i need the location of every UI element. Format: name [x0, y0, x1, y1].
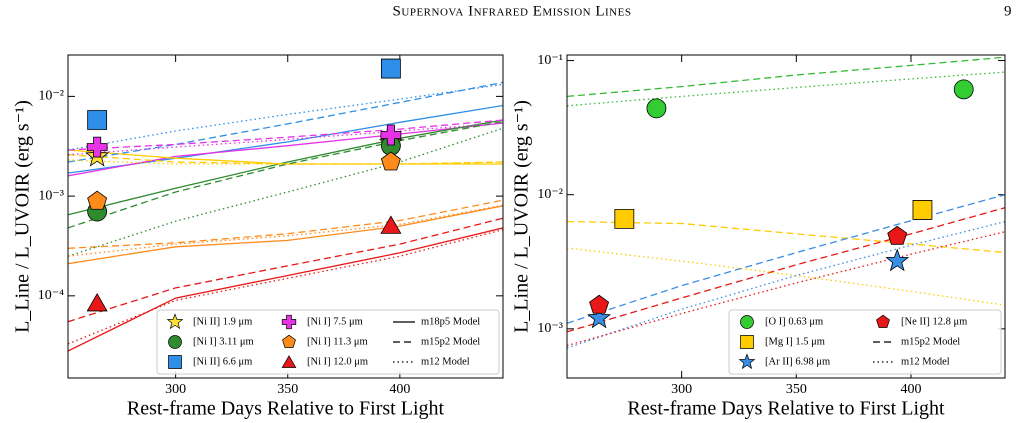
marker: [885, 248, 910, 272]
legend-marker: [168, 355, 182, 369]
legend-label: [Ni I] 11.3 μm: [307, 336, 368, 347]
model-line: [68, 120, 503, 229]
legend-label: [Ni I] 12.0 μm: [307, 356, 368, 367]
marker: [887, 225, 908, 245]
plot-frame: [67, 54, 504, 379]
legend-marker: [281, 355, 297, 368]
legend-label: [Ni II] 6.6 μm: [193, 356, 252, 367]
legend-label: [Ne II] 12.8 μm: [901, 316, 967, 327]
y-tick-label: 10⁻³: [38, 188, 64, 203]
x-tick-label: 300: [165, 382, 186, 397]
marker: [380, 58, 401, 79]
legend: [O I] 0.63 μm [Mg I] 1.5 μm [Ar II] 6.98 μ…: [728, 309, 1002, 375]
legend-label: [Mg I] 1.5 μm: [765, 336, 825, 347]
legend-marker: [740, 335, 754, 349]
y-tick-label: 10⁻¹: [537, 53, 563, 68]
legend-marker: [738, 353, 756, 370]
y-tick-label: 10⁻²: [537, 187, 563, 202]
x-axis-label: Rest-frame Days Relative to First Light: [127, 398, 445, 420]
x-axis-label: Rest-frame Days Relative to First Light: [627, 398, 945, 420]
model-line: [567, 247, 1005, 306]
legend-marker: [740, 315, 754, 329]
x-tick-label: 350: [786, 382, 807, 397]
legend-label: [Ni I] 3.11 μm: [193, 336, 254, 347]
x-tick-label: 350: [277, 382, 298, 397]
legend-label: m18p5 Model: [421, 316, 480, 327]
marker: [87, 190, 108, 210]
legend-marker: [166, 313, 184, 330]
marker: [380, 151, 401, 171]
model-line: [68, 122, 503, 177]
marker: [87, 110, 108, 130]
model-line: [567, 231, 1005, 347]
chart: 300 350 400 10⁻³ 10⁻² 10⁻¹ Rest-frame Days Rel…: [511, 53, 1006, 420]
marker: [589, 294, 610, 314]
model-line: [68, 122, 503, 156]
legend-label: [Ni I] 7.5 μm: [307, 316, 363, 327]
legend-label: [Ar II] 6.98 μm: [765, 356, 830, 367]
model-line: [68, 81, 503, 163]
model-line: [68, 199, 503, 249]
marker: [614, 209, 635, 229]
chart: 300 350 400 10⁻⁴ 10⁻³ 10⁻² Rest-frame Days Rel…: [12, 54, 504, 420]
model-line: [68, 227, 503, 352]
header-title: Supernova Infrared Emission Lines: [393, 3, 632, 19]
y-axis-label: L_Line / L_UVOIR (erg s⁻¹): [12, 100, 34, 333]
legend-box: [156, 309, 500, 375]
legend-label: m12 Model: [421, 356, 470, 367]
model-line: [68, 119, 503, 216]
x-tick-label: 300: [671, 382, 692, 397]
plot-area: [68, 58, 503, 352]
marker: [587, 305, 612, 329]
marker: [86, 136, 108, 158]
model-line: [567, 71, 1005, 107]
legend-marker: [282, 334, 296, 348]
model-line: [68, 204, 503, 257]
marker: [953, 79, 974, 100]
model-line: [567, 56, 1005, 98]
marker: [380, 124, 402, 146]
model-line: [68, 229, 503, 345]
x-tick-label: 400: [900, 382, 921, 397]
legend-label: m12 Model: [901, 356, 950, 367]
legend-label: [Ni II] 1.9 μm: [193, 316, 252, 327]
legend-box: [728, 309, 1002, 375]
legend-label: [O I] 0.63 μm: [765, 316, 823, 327]
marker: [646, 98, 667, 119]
model-line: [68, 83, 503, 151]
x-tick-label: 400: [389, 382, 410, 397]
model-line: [68, 217, 503, 323]
model-line: [68, 205, 503, 265]
plot-frame: [566, 54, 1006, 379]
model-line: [567, 207, 1005, 333]
legend-label: m15p2 Model: [901, 336, 960, 347]
legend: [Ni II] 1.9 μm [Ni I] 3.11 μm [Ni II] 6.6 …: [156, 309, 500, 375]
page-number: 9: [1004, 3, 1012, 19]
y-axis-label: L_Line / L_UVOIR (erg s⁻¹): [511, 100, 533, 333]
legend-label: m15p2 Model: [421, 336, 480, 347]
y-tick-label: 10⁻³: [537, 321, 563, 336]
legend-marker: [281, 314, 297, 330]
legend-marker: [876, 314, 890, 328]
legend-marker: [168, 335, 182, 349]
model-line: [68, 149, 503, 165]
marker: [86, 293, 108, 312]
plot-area: [567, 56, 1005, 349]
model-line: [68, 154, 503, 165]
model-line: [68, 119, 503, 151]
marker: [380, 215, 402, 234]
y-tick-label: 10⁻²: [38, 89, 64, 104]
y-tick-label: 10⁻⁴: [38, 288, 64, 303]
model-line: [567, 194, 1005, 324]
marker: [912, 200, 933, 220]
model-line: [68, 127, 503, 257]
